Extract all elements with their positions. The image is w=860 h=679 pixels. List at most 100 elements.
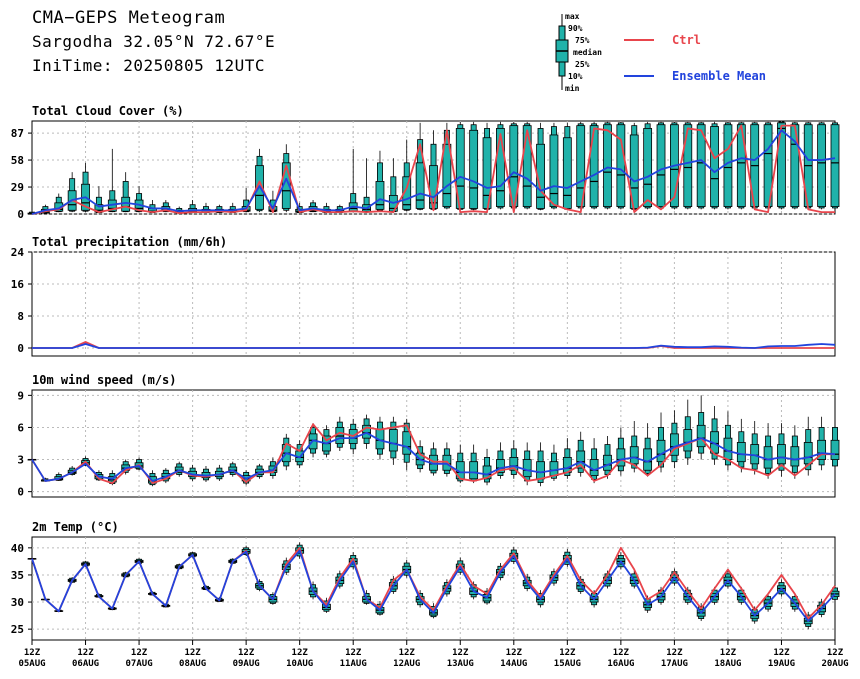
legend-ctrl-swatch	[624, 39, 654, 41]
box-inner	[683, 124, 693, 207]
box-inner	[429, 165, 438, 209]
boxplot-legend-min: min	[565, 84, 580, 93]
mean-series-line	[32, 343, 836, 349]
x-tick-label-hour: 12Z	[184, 648, 201, 658]
box-inner	[736, 124, 746, 207]
box-inner	[362, 424, 371, 439]
box-inner	[121, 196, 131, 212]
panel-frame	[31, 251, 836, 357]
y-tick-label: 24	[11, 246, 25, 259]
x-tick-label-hour: 12Z	[506, 648, 523, 658]
x-tick-label-hour: 12Z	[77, 648, 94, 658]
y-tick-label: 40	[11, 542, 24, 555]
x-tick-label-date: 07AUG	[126, 659, 153, 669]
box-inner	[790, 446, 800, 467]
box-inner	[522, 459, 532, 478]
box-inner	[817, 124, 827, 207]
y-tick-label: 16	[11, 278, 25, 291]
box-inner	[830, 124, 840, 207]
x-tick-label-hour: 12Z	[292, 648, 309, 658]
x-tick-label-date: 20AUG	[821, 659, 848, 669]
y-tick-label: 0	[17, 208, 24, 221]
box-inner	[763, 446, 773, 469]
y-tick-label: 87	[11, 127, 24, 140]
x-tick-label-date: 10AUG	[286, 659, 313, 669]
x-tick-label-hour: 12Z	[720, 648, 737, 658]
mean-series-line	[31, 431, 836, 482]
box-inner	[442, 143, 452, 207]
x-tick-label-date: 06AUG	[72, 659, 99, 669]
boxplot-legend-p75: 75%	[575, 36, 590, 45]
x-tick-label-hour: 12Z	[238, 648, 255, 658]
box-inner	[549, 461, 559, 477]
y-tick-label: 8	[17, 310, 24, 323]
x-tick-label-hour: 12Z	[666, 648, 683, 658]
mean-series-line	[31, 129, 836, 215]
box-inner	[790, 124, 800, 207]
x-tick-label-date: 08AUG	[179, 659, 206, 669]
boxplot-legend-median: median	[573, 48, 602, 57]
box-inner	[629, 446, 639, 465]
box-inner	[402, 176, 412, 210]
x-tick-label-hour: 12Z	[24, 648, 41, 658]
box-inner	[522, 125, 532, 207]
ctrl-series-line	[31, 124, 835, 215]
box-inner	[562, 137, 572, 209]
box-inner	[509, 457, 519, 471]
boxplot-legend-p90: 90%	[568, 24, 583, 33]
y-tick-label: 0	[17, 342, 24, 355]
x-tick-label-hour: 12Z	[773, 648, 790, 658]
x-tick-label-hour: 12Z	[827, 648, 844, 658]
y-tick-label: 6	[17, 421, 24, 434]
x-tick-label-date: 11AUG	[340, 659, 367, 669]
box-outer	[122, 181, 129, 213]
x-tick-label-date: 15AUG	[554, 659, 581, 669]
panel-title: Total precipitation (mm/6h)	[32, 235, 227, 249]
x-tick-label-hour: 12Z	[452, 648, 469, 658]
box-inner	[576, 450, 586, 469]
x-tick-label-hour: 12Z	[131, 648, 148, 658]
legend-ctrl-label: Ctrl	[672, 33, 701, 47]
y-tick-label: 30	[11, 596, 24, 609]
x-tick-label-date: 09AUG	[233, 659, 260, 669]
box-inner	[696, 124, 706, 207]
box-inner	[496, 459, 505, 473]
boxplot-legend-glyph	[555, 14, 569, 90]
legend-mean-label: Ensemble Mean	[672, 69, 766, 83]
box-inner	[509, 125, 519, 207]
box-inner	[549, 134, 559, 207]
box-inner	[402, 431, 412, 455]
box-inner	[536, 461, 545, 480]
box-inner	[469, 129, 479, 209]
y-tick-label: 0	[17, 486, 24, 499]
x-tick-label-hour: 12Z	[613, 648, 630, 658]
box-inner	[656, 124, 666, 207]
box-inner	[589, 125, 599, 207]
y-tick-label: 35	[11, 569, 24, 582]
box-inner	[777, 122, 786, 207]
box-inner	[469, 461, 479, 480]
box-inner	[603, 454, 612, 471]
box-inner	[603, 124, 612, 207]
x-tick-label-date: 05AUG	[18, 659, 45, 669]
y-tick-label: 9	[17, 389, 24, 402]
page-title: CMA−GEPS Meteogram	[32, 8, 226, 28]
legend-mean: Ensemble Mean	[624, 69, 766, 83]
box-inner	[803, 442, 813, 465]
y-tick-label: 58	[11, 154, 24, 167]
box-inner	[616, 448, 626, 467]
box-inner	[736, 442, 746, 463]
box-inner	[496, 128, 505, 207]
y-tick-label: 29	[11, 181, 24, 194]
legend-mean-swatch	[624, 75, 654, 77]
box-inner	[683, 429, 693, 452]
panel-title: 2m Temp (°C)	[32, 520, 119, 534]
mean-series-line	[31, 549, 836, 622]
box-inner	[777, 444, 786, 465]
box-inner	[388, 429, 398, 452]
y-tick-label: 25	[11, 623, 24, 636]
x-tick-label-date: 12AUG	[393, 659, 420, 669]
x-tick-label-date: 19AUG	[768, 659, 795, 669]
box-inner	[656, 439, 666, 463]
